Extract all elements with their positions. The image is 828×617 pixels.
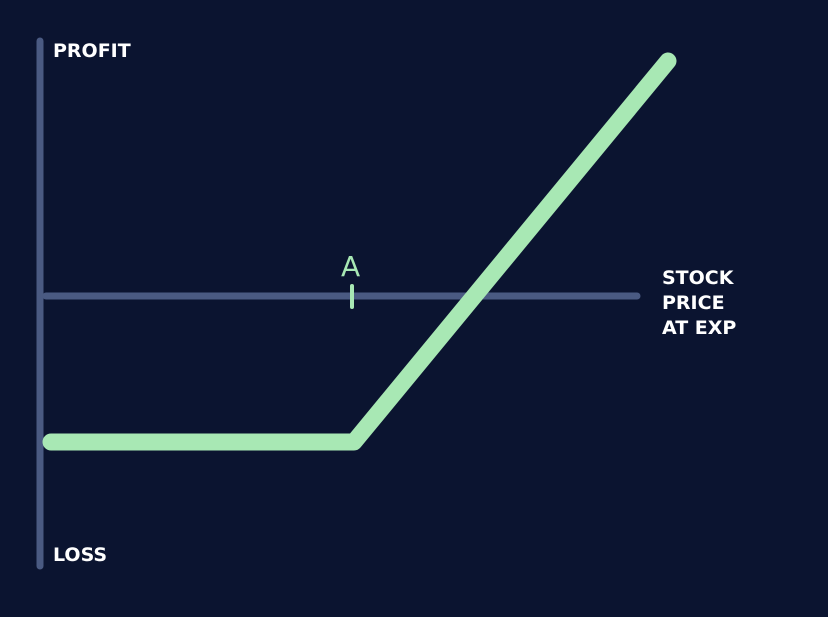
strike-label: A — [341, 250, 360, 283]
x-axis-label-line-1: STOCK — [662, 267, 735, 289]
loss-label: LOSS — [53, 544, 107, 566]
x-axis-label-line-3: AT EXP — [662, 317, 736, 339]
profit-label: PROFIT — [53, 40, 131, 62]
x-axis-label-line-2: PRICE — [662, 292, 725, 314]
payoff-line — [42, 52, 677, 451]
